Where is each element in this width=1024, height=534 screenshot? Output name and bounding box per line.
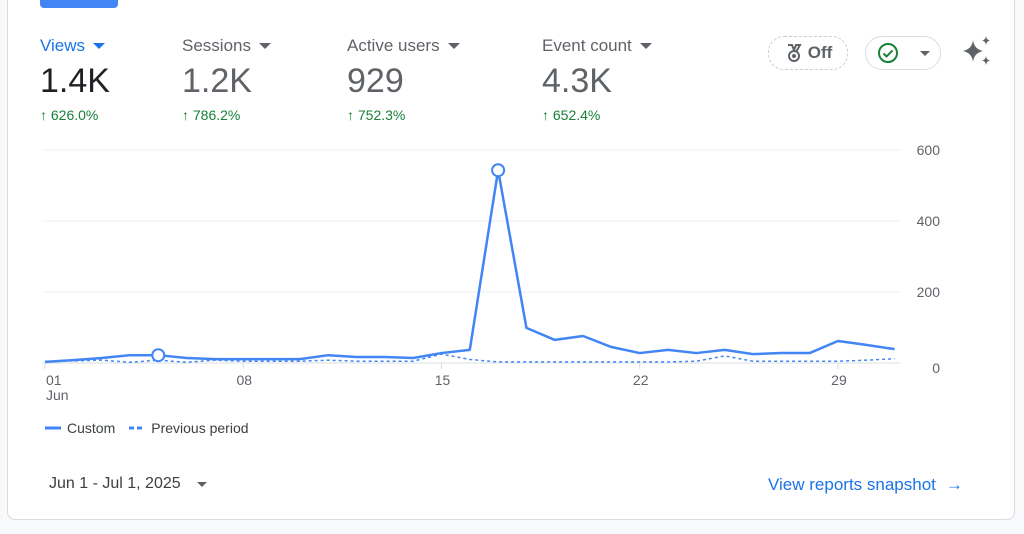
y-tick-label: 0 [932, 360, 940, 376]
arrow-right-icon: → [945, 475, 963, 494]
link-label: View reports snapshot [768, 475, 936, 494]
sparkle-icon[interactable] [960, 36, 994, 68]
series-line-custom [44, 168, 895, 364]
line-chart: 0 200 400 600 01 08 15 22 29 Jun [42, 142, 941, 403]
x-tick-label: 01 [46, 372, 62, 388]
x-tick-label: 15 [435, 372, 451, 388]
series-line-previous-period [44, 353, 895, 364]
metric-change: ↑ 752.3% [347, 107, 406, 123]
x-tick-label: 08 [236, 372, 252, 388]
metric-value: 1.2K [182, 62, 252, 100]
award-ribbon-icon [787, 44, 802, 62]
dropdown-arrow-icon [258, 43, 271, 49]
data-point-marker [151, 348, 166, 363]
date-range-label: Jun 1 - Jul 1, 2025 [49, 475, 181, 492]
view-reports-snapshot-link[interactable]: View reports snapshot → [768, 475, 963, 495]
metric-active-users[interactable]: Active users 929 ↑ 752.3% [347, 36, 460, 123]
metric-change: ↑ 652.4% [542, 107, 601, 123]
dropdown-arrow-icon [447, 43, 460, 49]
metric-label: Sessions [182, 36, 251, 55]
x-tick-label: 22 [633, 372, 649, 388]
chart-legend: Custom Previous period [45, 420, 249, 436]
y-tick-label: 400 [917, 213, 941, 229]
check-circle-icon [877, 43, 898, 63]
metric-change: ↑ 626.0% [40, 107, 99, 123]
y-tick-label: 600 [917, 142, 941, 158]
date-range-selector[interactable]: Jun 1 - Jul 1, 2025 [49, 475, 207, 493]
dropdown-arrow-icon [196, 481, 207, 487]
overview-card [7, 0, 1015, 520]
legend-item-custom: Custom [45, 420, 115, 436]
data-point-marker [491, 163, 506, 178]
active-tab-indicator [40, 0, 118, 8]
x-tick-sublabel: Jun [46, 387, 69, 403]
metric-value: 1.4K [40, 62, 110, 100]
y-tick-label: 200 [917, 284, 941, 300]
dropdown-arrow-icon [639, 43, 652, 49]
metric-label: Active users [347, 36, 440, 55]
metric-views[interactable]: Views 1.4K ↑ 626.0% [40, 36, 110, 123]
metric-value: 929 [347, 62, 404, 100]
metric-change: ↑ 786.2% [182, 107, 241, 123]
metric-value: 4.3K [542, 62, 612, 100]
x-tick-label: 29 [831, 372, 847, 388]
dropdown-arrow-icon [93, 43, 106, 49]
toggle-label: Off [807, 43, 833, 62]
metric-label: Views [40, 36, 86, 55]
metric-sessions[interactable]: Sessions 1.2K ↑ 786.2% [182, 36, 271, 123]
dropdown-arrow-icon [919, 50, 930, 56]
dashed-line-swatch [129, 426, 146, 430]
metric-label: Event count [542, 36, 632, 55]
solid-line-swatch [45, 426, 61, 430]
metric-event-count[interactable]: Event count 4.3K ↑ 652.4% [542, 36, 652, 123]
data-quality-dropdown[interactable] [865, 36, 941, 70]
legend-item-previous: Previous period [129, 420, 249, 436]
benchmark-toggle-button[interactable]: Off [768, 36, 848, 70]
